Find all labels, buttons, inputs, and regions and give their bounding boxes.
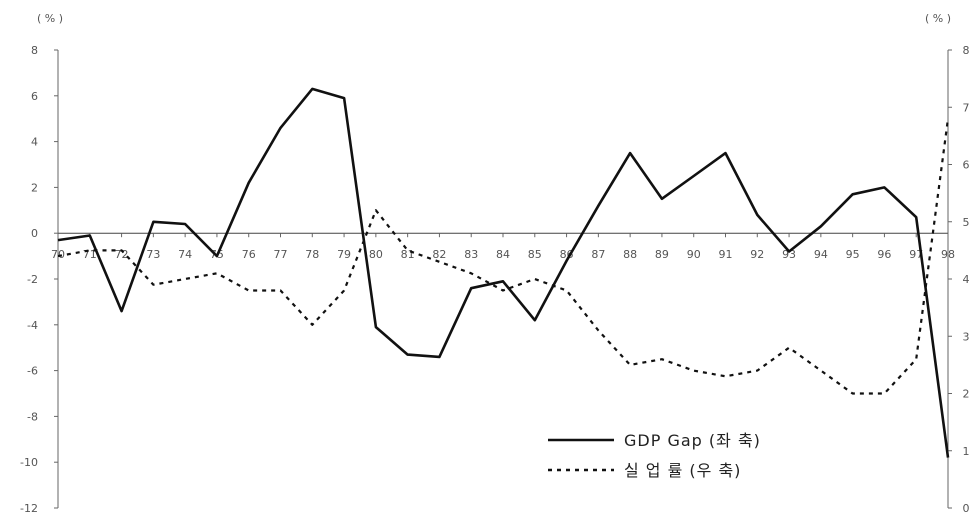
y-right-unit-label: ( % ) bbox=[925, 12, 951, 25]
x-tick-label: 87 bbox=[591, 248, 605, 261]
x-tick-label: 81 bbox=[401, 248, 415, 261]
x-tick-label: 90 bbox=[687, 248, 701, 261]
x-tick-label: 76 bbox=[242, 248, 256, 261]
y-left-tick-label: 2 bbox=[31, 181, 38, 194]
x-tick-label: 92 bbox=[750, 248, 764, 261]
y-right-tick-label: 7 bbox=[963, 101, 970, 114]
x-tick-label: 89 bbox=[655, 248, 669, 261]
x-tick-label: 82 bbox=[432, 248, 446, 261]
x-tick-label: 77 bbox=[274, 248, 288, 261]
chart-legend: GDP Gap (좌 축) 실 업 률 (우 축) bbox=[548, 431, 761, 480]
x-tick-label: 78 bbox=[305, 248, 319, 261]
y-right-tick-label: 3 bbox=[963, 330, 970, 343]
x-tick-label: 70 bbox=[51, 248, 65, 261]
chart-series bbox=[58, 89, 948, 458]
legend-unemployment-label: 실 업 률 (우 축) bbox=[624, 461, 741, 480]
y-left-tick-label: 4 bbox=[31, 136, 38, 149]
x-tick-label: 94 bbox=[814, 248, 828, 261]
y-right-tick-label: 6 bbox=[963, 159, 970, 172]
y-left-tick-label: -6 bbox=[27, 365, 38, 378]
x-tick-label: 73 bbox=[146, 248, 160, 261]
x-tick-label: 83 bbox=[464, 248, 478, 261]
y-right-tick-label: 2 bbox=[963, 388, 970, 401]
y-right-tick-label: 8 bbox=[963, 44, 970, 57]
x-tick-label: 95 bbox=[846, 248, 860, 261]
x-tick-label: 98 bbox=[941, 248, 955, 261]
y-left-tick-label: -2 bbox=[27, 273, 38, 286]
x-tick-label: 96 bbox=[877, 248, 891, 261]
chart-axes: ( % )( % )86420-2-4-6-8-10-1287654321070… bbox=[20, 12, 969, 515]
legend-gdp-label: GDP Gap (좌 축) bbox=[624, 431, 761, 450]
y-right-tick-label: 0 bbox=[963, 502, 970, 515]
x-tick-label: 85 bbox=[528, 248, 542, 261]
y-left-unit-label: ( % ) bbox=[37, 12, 63, 25]
x-tick-label: 88 bbox=[623, 248, 637, 261]
y-left-tick-label: -4 bbox=[27, 319, 38, 332]
y-left-tick-label: 6 bbox=[31, 90, 38, 103]
x-tick-label: 84 bbox=[496, 248, 510, 261]
y-left-tick-label: 0 bbox=[31, 227, 38, 240]
x-tick-label: 80 bbox=[369, 248, 383, 261]
x-tick-label: 91 bbox=[719, 248, 733, 261]
y-right-tick-label: 5 bbox=[963, 216, 970, 229]
y-right-tick-label: 4 bbox=[963, 273, 970, 286]
y-left-tick-label: -8 bbox=[27, 410, 38, 423]
gdp-gap-line bbox=[58, 89, 948, 458]
x-tick-label: 79 bbox=[337, 248, 351, 261]
x-tick-label: 74 bbox=[178, 248, 192, 261]
y-right-tick-label: 1 bbox=[963, 445, 970, 458]
y-left-tick-label: -10 bbox=[20, 456, 38, 469]
y-left-tick-label: 8 bbox=[31, 44, 38, 57]
y-left-tick-label: -12 bbox=[20, 502, 38, 515]
